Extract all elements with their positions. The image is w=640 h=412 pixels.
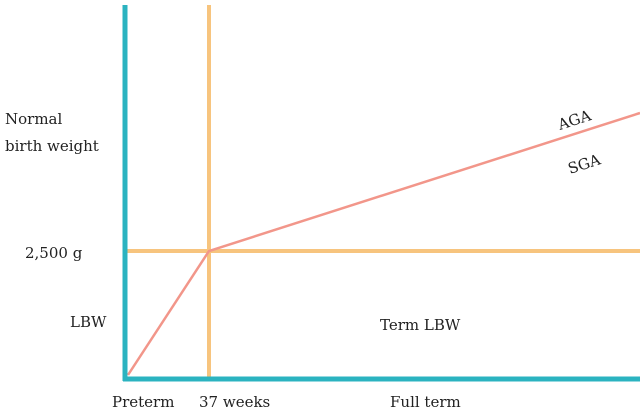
x-label: Full term: [390, 393, 461, 411]
y-label: 2,500 g: [25, 244, 83, 262]
x-label: Preterm: [112, 393, 174, 411]
region-label: Term LBW: [380, 316, 461, 334]
y-label: LBW: [70, 313, 107, 331]
curve-label: SGA: [566, 150, 603, 177]
growth-line: [126, 111, 640, 376]
y-label: Normal: [5, 110, 62, 128]
y-label: birth weight: [5, 137, 99, 155]
x-label: 37 weeks: [199, 393, 270, 411]
